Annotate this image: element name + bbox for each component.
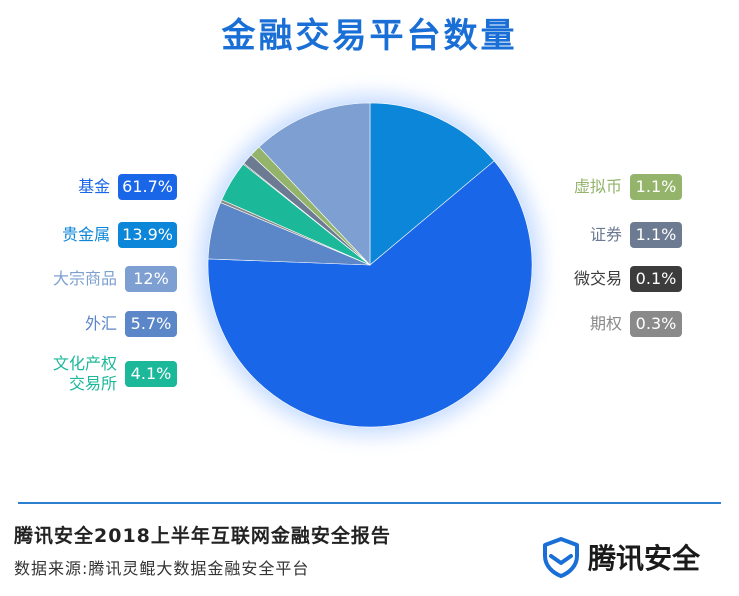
legend-item-options: 期权 0.3% <box>560 311 682 337</box>
data-source: 数据来源:腾讯灵鲲大数据金融安全平台 <box>14 559 310 578</box>
legend-item-securities: 证券 1.1% <box>560 222 682 248</box>
legend-value: 4.1% <box>125 361 177 387</box>
pie-slice-0 <box>369 102 495 266</box>
chart-title: 金融交易平台数量 <box>221 16 518 56</box>
tencent-security-logo: 腾讯安全 <box>540 536 700 578</box>
report-title: 腾讯安全2018上半年互联网金融安全报告 <box>14 525 391 547</box>
legend-label: 虚拟币 <box>573 177 622 196</box>
legend-item-cultural-exchange: 文化产权交易所 4.1% <box>45 354 177 394</box>
pie-slice-1 <box>207 160 533 428</box>
legend-value: 1.1% <box>630 174 682 200</box>
legend-label: 文化产权交易所 <box>52 354 117 393</box>
legend-value: 13.9% <box>118 222 177 248</box>
legend-label: 期权 <box>589 314 622 333</box>
legend-item-fund: 基金 61.7% <box>78 174 177 200</box>
legend-label: 基金 <box>78 177 111 196</box>
legend-value: 1.1% <box>630 222 682 248</box>
legend-label: 证券 <box>589 225 622 244</box>
legend-label: 外汇 <box>84 314 117 333</box>
logo-text: 腾讯安全 <box>588 542 701 575</box>
legend-label: 贵金属 <box>62 225 111 244</box>
legend-value: 0.1% <box>630 266 682 292</box>
legend-value: 5.7% <box>125 311 177 337</box>
legend-item-precious-metals: 贵金属 13.9% <box>62 222 177 248</box>
legend-item-forex: 外汇 5.7% <box>85 311 177 337</box>
pie-slice-8 <box>258 102 371 266</box>
legend-item-commodities: 大宗商品 12% <box>53 266 177 292</box>
legend-value: 12% <box>125 266 177 292</box>
shield-icon <box>543 537 579 578</box>
legend-item-virtual-currency: 虚拟币 1.1% <box>560 174 682 200</box>
pie-chart <box>200 95 540 435</box>
legend-value: 0.3% <box>630 311 682 337</box>
footer-divider <box>18 502 721 504</box>
legend-label: 大宗商品 <box>52 269 117 288</box>
legend-value: 61.7% <box>118 174 177 200</box>
legend-item-micro-trading: 微交易 0.1% <box>560 266 682 292</box>
legend-label: 微交易 <box>573 269 622 288</box>
